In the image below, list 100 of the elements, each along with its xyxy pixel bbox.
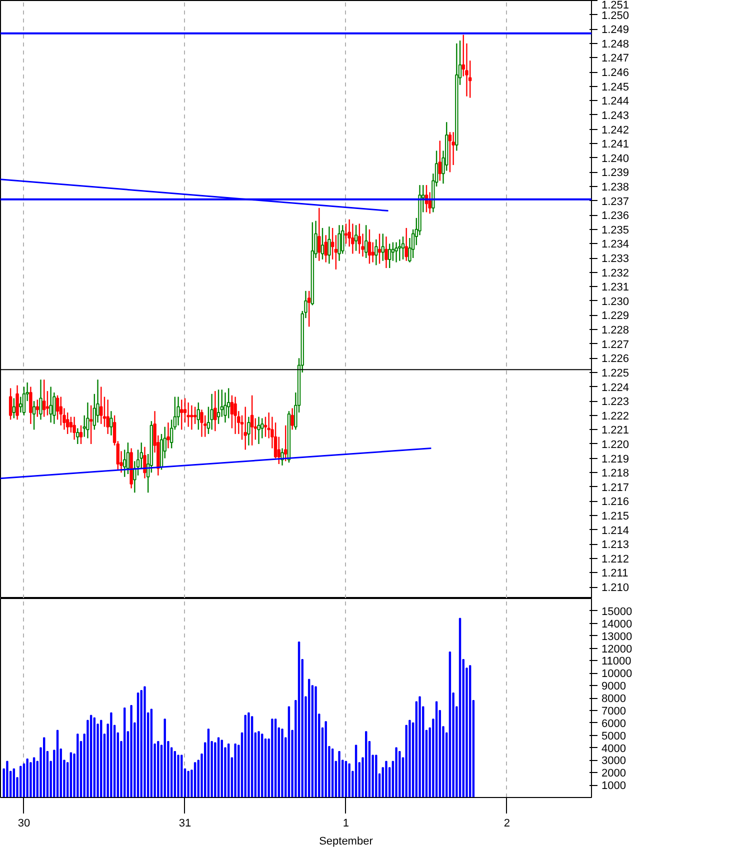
x-tick-label: 31 xyxy=(178,818,192,830)
candlestick xyxy=(394,242,398,263)
y-tick-label: 1.250 xyxy=(602,10,630,22)
candlestick xyxy=(8,388,12,420)
candlestick xyxy=(126,442,130,475)
y-tick-label: 1.218 xyxy=(602,468,630,480)
y-tick-label: 1000 xyxy=(602,780,626,792)
candlestick xyxy=(398,238,402,262)
candlestick xyxy=(66,412,70,435)
candlestick xyxy=(344,223,348,244)
candlestick xyxy=(82,414,86,438)
y-tick-label: 5000 xyxy=(602,730,626,742)
candlestick xyxy=(193,406,197,425)
candlestick xyxy=(42,379,46,418)
candlestick xyxy=(448,132,452,173)
candlestick xyxy=(180,399,184,430)
candlestick xyxy=(216,389,220,425)
x-tick-label: 30 xyxy=(18,818,30,830)
candlestick xyxy=(22,386,26,416)
candlestick xyxy=(250,394,254,446)
y-tick-label: 1.214 xyxy=(602,524,630,537)
candlestick xyxy=(59,396,62,426)
y-tick-label: 1.242 xyxy=(602,124,630,136)
text: September xyxy=(319,836,374,848)
y-tick-label: 1.219 xyxy=(602,453,630,466)
candlestick xyxy=(39,379,42,420)
candlestick xyxy=(196,402,200,430)
y-tick-label: 1.213 xyxy=(602,539,630,552)
y-tick-label: 1.235 xyxy=(602,224,630,236)
y-tick-label: 1.246 xyxy=(602,67,630,80)
y-tick-label: 9000 xyxy=(602,680,626,693)
candlestick xyxy=(176,396,180,426)
candlestick xyxy=(247,416,250,446)
y-tick-label: 1.215 xyxy=(602,510,630,523)
y-tick-label: 1.241 xyxy=(602,138,630,151)
y-tick-label: 1.226 xyxy=(602,353,630,366)
candlestick xyxy=(200,409,204,438)
candlestick xyxy=(36,399,39,418)
candlestick xyxy=(374,238,378,266)
candlestick xyxy=(318,207,321,262)
candlestick xyxy=(190,404,194,430)
candlestick xyxy=(351,223,354,254)
candlestick xyxy=(404,227,408,262)
y-tick-label: 1.216 xyxy=(602,496,630,508)
y-tick-label: 1.224 xyxy=(602,382,630,394)
y-tick-label: 1.210 xyxy=(602,582,630,594)
candlestick xyxy=(277,436,280,465)
y-tick-label: 1.211 xyxy=(602,568,628,580)
candlestick xyxy=(32,400,36,430)
y-tick-label: 4000 xyxy=(602,742,626,755)
candlestick xyxy=(328,226,331,264)
y-tick-label: 11000 xyxy=(602,656,632,668)
candlestick xyxy=(358,223,361,254)
y-tick-label: 1.249 xyxy=(602,24,630,36)
y-tick-label: 1.237 xyxy=(602,196,630,208)
y-tick-label: 1.251 xyxy=(602,0,630,12)
x-tick-label: 2 xyxy=(504,818,510,830)
candlestick xyxy=(364,224,368,259)
y-tick-label: 3000 xyxy=(602,755,626,768)
y-tick-label: 1.247 xyxy=(602,52,630,65)
candlestick xyxy=(371,242,374,263)
candlestick xyxy=(324,234,328,263)
candlestick xyxy=(76,428,80,445)
candlestick xyxy=(12,398,16,419)
candlestick xyxy=(354,224,358,252)
candlestick xyxy=(284,424,288,462)
candlestick xyxy=(122,449,126,478)
y-tick-label: 10000 xyxy=(602,668,632,680)
y-tick-label: 1.243 xyxy=(602,110,630,122)
candlestick xyxy=(320,227,324,260)
candlestick xyxy=(106,399,110,435)
y-tick-label: 1.222 xyxy=(602,410,630,422)
candlestick xyxy=(89,404,93,445)
candlestick xyxy=(186,402,190,428)
candlestick xyxy=(86,402,90,439)
y-tick-label: 15000 xyxy=(602,606,632,618)
candlestick xyxy=(143,446,146,479)
candlestick xyxy=(368,228,372,264)
y-tick-label: 1.230 xyxy=(602,296,630,308)
candlestick xyxy=(257,416,260,445)
candlestick xyxy=(290,408,294,430)
candlestick xyxy=(79,424,83,445)
y-tick-label: 1.221 xyxy=(602,424,630,437)
y-tick-label: 1.227 xyxy=(602,338,630,351)
y-tick-label: 1.231 xyxy=(602,282,630,294)
y-tick-label: 1.229 xyxy=(602,310,630,322)
candlestick xyxy=(244,406,247,450)
y-tick-label: 1.245 xyxy=(602,81,630,94)
candlestick xyxy=(384,236,388,269)
candlestick xyxy=(29,386,32,425)
candlestick xyxy=(19,396,22,414)
y-tick-label: 13000 xyxy=(602,630,632,643)
y-tick-label: 1.244 xyxy=(602,96,630,108)
candlestick xyxy=(226,388,230,419)
y-tick-label: 1.223 xyxy=(602,396,630,408)
candlestick xyxy=(210,393,214,430)
candlestick xyxy=(338,224,341,262)
candlestick xyxy=(214,390,217,432)
y-tick-label: 1.220 xyxy=(602,438,630,451)
y-tick-label: 1.212 xyxy=(602,553,630,566)
